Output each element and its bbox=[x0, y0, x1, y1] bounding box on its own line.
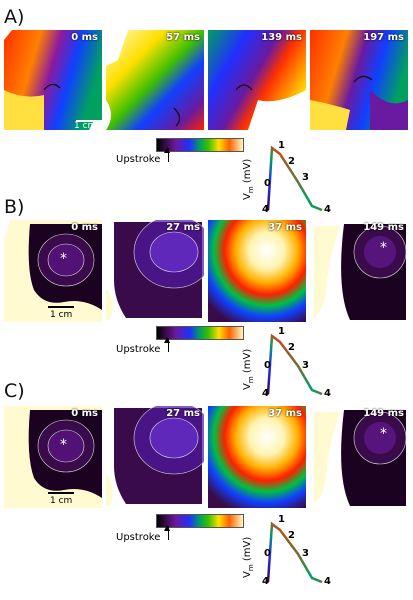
timestamp: 149 ms bbox=[363, 408, 404, 419]
ap-phase-4-right: 4 bbox=[324, 576, 331, 587]
scale-bar bbox=[48, 492, 74, 494]
colorbar bbox=[156, 514, 244, 528]
svg-text:*: * bbox=[60, 437, 67, 453]
action-potential-trace bbox=[250, 330, 330, 400]
map-c-2: 27 ms bbox=[106, 406, 204, 508]
svg-text:*: * bbox=[380, 240, 387, 256]
ap-phase-2: 2 bbox=[288, 530, 295, 541]
map-b-3: 37 ms bbox=[208, 220, 306, 322]
ap-phase-1: 1 bbox=[278, 140, 285, 151]
timestamp: 0 ms bbox=[71, 222, 98, 233]
ap-phase-4-left: 4 bbox=[262, 204, 269, 215]
map-b-1: * 0 ms 1 cm bbox=[4, 220, 102, 322]
map-a-4: 197 ms bbox=[310, 30, 408, 130]
timestamp: 197 ms bbox=[363, 32, 404, 43]
colorbar bbox=[156, 138, 244, 152]
panel-label-b: B) bbox=[4, 196, 25, 218]
map-a-2: 57 ms bbox=[106, 30, 204, 130]
timestamp: 139 ms bbox=[261, 32, 302, 43]
map-a-3: 139 ms bbox=[208, 30, 306, 130]
upstroke-arrow bbox=[168, 526, 169, 540]
ap-phase-1: 1 bbox=[278, 326, 285, 337]
ap-phase-4-left: 4 bbox=[262, 576, 269, 587]
scale-bar-label: 1 cm bbox=[50, 310, 73, 320]
svg-text:*: * bbox=[60, 251, 67, 267]
svg-text:*: * bbox=[380, 426, 387, 442]
map-b-4: * 149 ms bbox=[310, 220, 408, 322]
ap-phase-4-right: 4 bbox=[324, 388, 331, 399]
ap-phase-4-left: 4 bbox=[262, 388, 269, 399]
map-c-4: * 149 ms bbox=[310, 406, 408, 508]
ap-zero-label: 0 bbox=[264, 548, 271, 559]
ap-ylabel: Vm (mV) bbox=[242, 158, 255, 200]
arrow-head-icon: ▲ bbox=[164, 523, 171, 532]
arrow-head-icon: ▲ bbox=[164, 335, 171, 344]
scale-bar-label: 1 cm bbox=[50, 496, 73, 506]
ap-phase-1: 1 bbox=[278, 514, 285, 525]
ap-zero-label: 0 bbox=[264, 360, 271, 371]
upstroke-arrow bbox=[168, 148, 169, 162]
ap-zero-label: 0 bbox=[264, 178, 271, 189]
timestamp: 37 ms bbox=[268, 222, 302, 233]
timestamp: 27 ms bbox=[166, 222, 200, 233]
action-potential-trace bbox=[250, 140, 330, 218]
ap-phase-2: 2 bbox=[288, 342, 295, 353]
map-a-1: 0 ms 1 cm bbox=[4, 30, 102, 130]
ap-phase-3: 3 bbox=[302, 172, 309, 183]
ap-phase-2: 2 bbox=[288, 156, 295, 167]
map-c-1: * 0 ms 1 cm bbox=[4, 406, 102, 508]
timestamp: 0 ms bbox=[71, 32, 98, 43]
ap-phase-3: 3 bbox=[302, 360, 309, 371]
colorbar bbox=[156, 326, 244, 340]
ap-phase-3: 3 bbox=[302, 548, 309, 559]
colorbar-label: Upstroke bbox=[116, 344, 161, 355]
panel-label-a: A) bbox=[4, 6, 25, 28]
ap-ylabel: Vm (mV) bbox=[242, 536, 255, 578]
ap-phase-4-right: 4 bbox=[324, 204, 331, 215]
ap-ylabel: Vm (mV) bbox=[242, 348, 255, 390]
panel-label-c: C) bbox=[4, 380, 25, 402]
scale-bar-label: 1 cm bbox=[74, 121, 97, 130]
action-potential-trace bbox=[250, 518, 330, 588]
upstroke-arrow bbox=[168, 338, 169, 352]
timestamp: 57 ms bbox=[166, 32, 200, 43]
colorbar-label: Upstroke bbox=[116, 532, 161, 543]
colorbar-label: Upstroke bbox=[116, 154, 161, 165]
timestamp: 27 ms bbox=[166, 408, 200, 419]
timestamp: 0 ms bbox=[71, 408, 98, 419]
scale-bar bbox=[76, 120, 98, 122]
scale-bar bbox=[48, 306, 74, 308]
map-c-3: 37 ms bbox=[208, 406, 306, 508]
timestamp: 37 ms bbox=[268, 408, 302, 419]
map-b-2: 27 ms bbox=[106, 220, 204, 322]
timestamp: 149 ms bbox=[363, 222, 404, 233]
arrow-head-icon: ▲ bbox=[164, 145, 171, 154]
